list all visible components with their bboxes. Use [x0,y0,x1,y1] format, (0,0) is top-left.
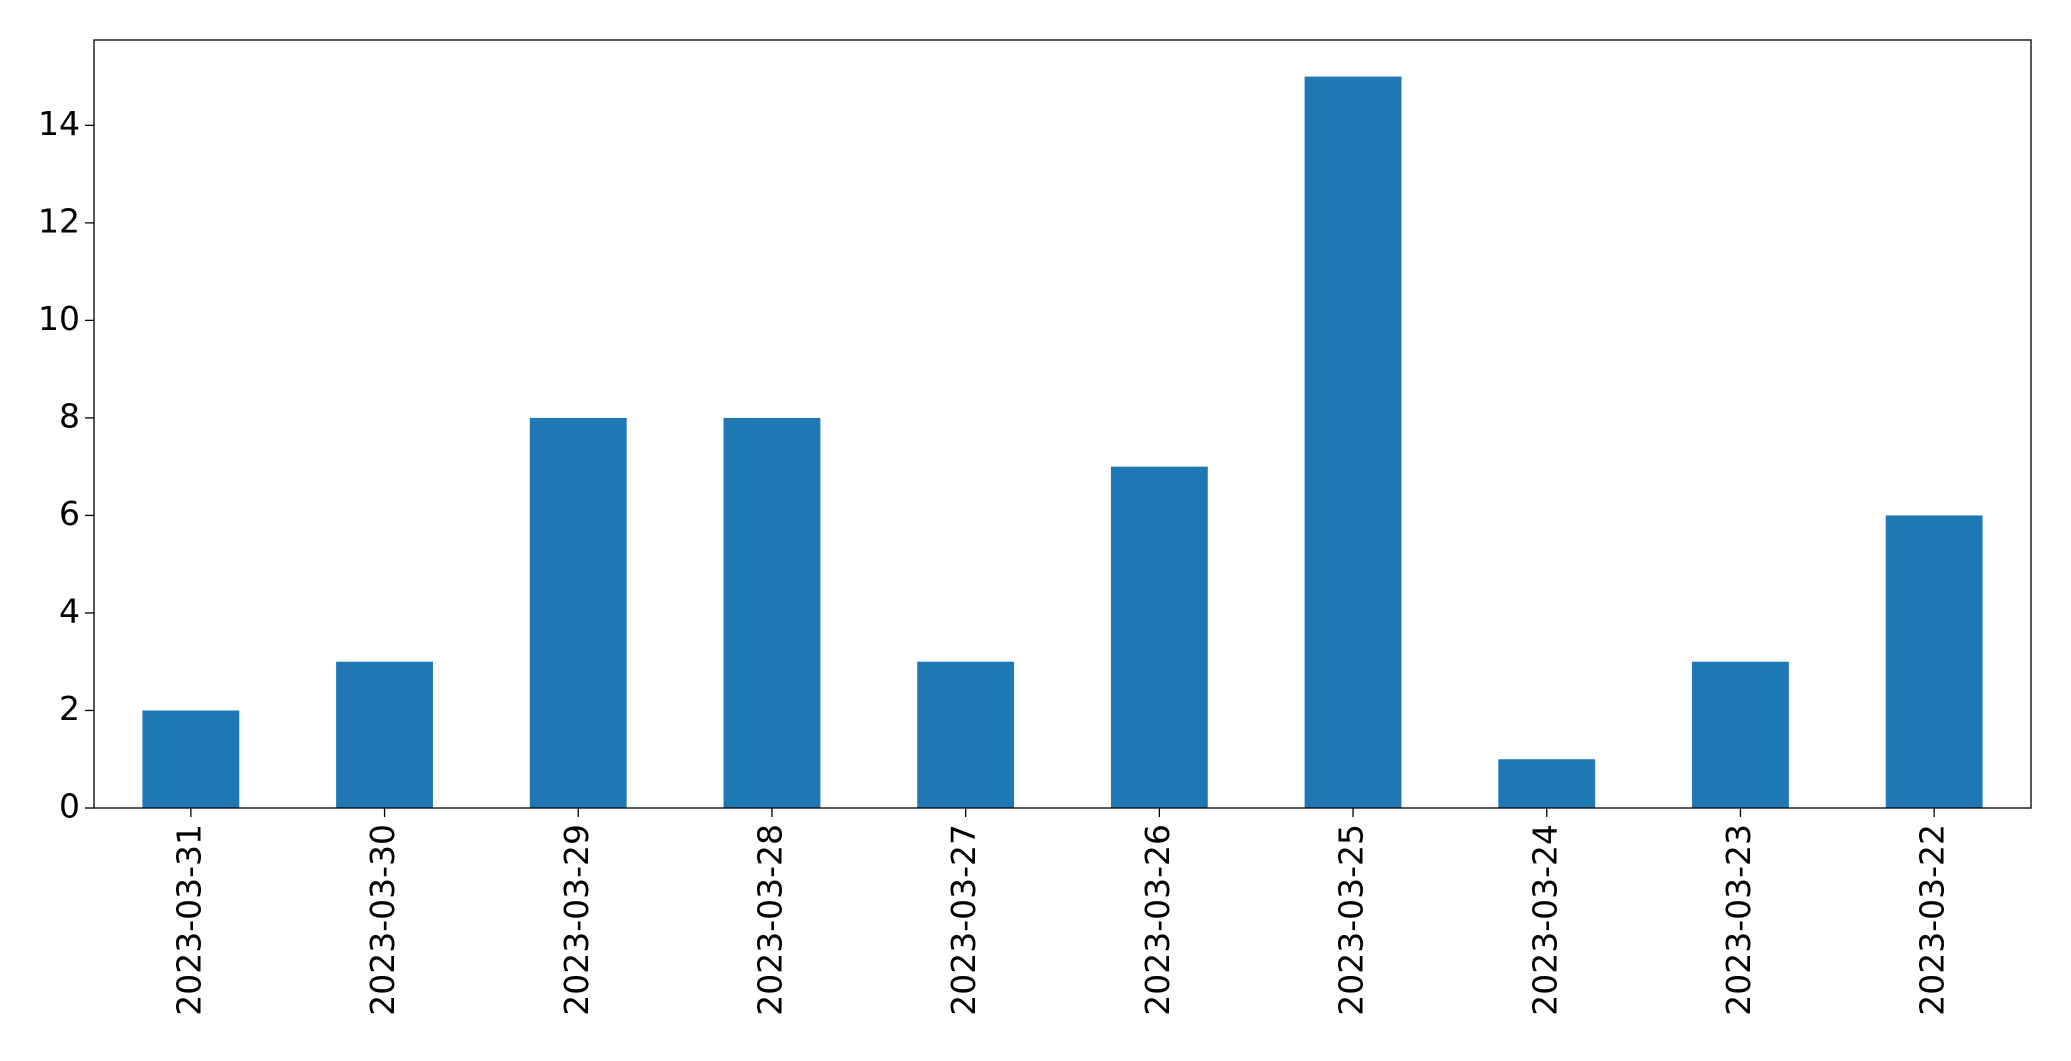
bar [917,661,1015,808]
bar [1692,661,1789,808]
x-tick-label: 2023-03-22 [1913,824,1952,1016]
bar [1498,759,1596,808]
y-tick-label: 4 [59,591,80,630]
y-tick-label: 0 [59,787,80,826]
y-tick-label: 8 [59,396,80,435]
x-tick-label: 2023-03-26 [1138,824,1177,1016]
bar [529,417,627,808]
plot-frame [93,39,2032,809]
y-tick-label: 2 [59,689,80,728]
x-tick-label: 2023-03-30 [363,824,402,1016]
y-tick-label: 10 [38,299,80,338]
bar [142,710,240,808]
bar [336,661,433,808]
bar [723,417,821,808]
y-tick-label: 12 [38,201,80,240]
y-tick-label: 6 [59,494,80,533]
bar [1304,76,1402,809]
x-tick-label: 2023-03-25 [1332,824,1371,1016]
x-tick-label: 2023-03-27 [944,824,983,1016]
x-tick-label: 2023-03-24 [1525,824,1564,1016]
x-tick-label: 2023-03-29 [557,824,596,1016]
x-tick-label: 2023-03-31 [169,824,208,1016]
x-tick-label: 2023-03-28 [750,824,789,1016]
y-tick-label: 14 [38,104,80,143]
x-tick-label: 2023-03-23 [1719,824,1758,1016]
bar [1110,466,1208,808]
bar [1885,515,1983,808]
